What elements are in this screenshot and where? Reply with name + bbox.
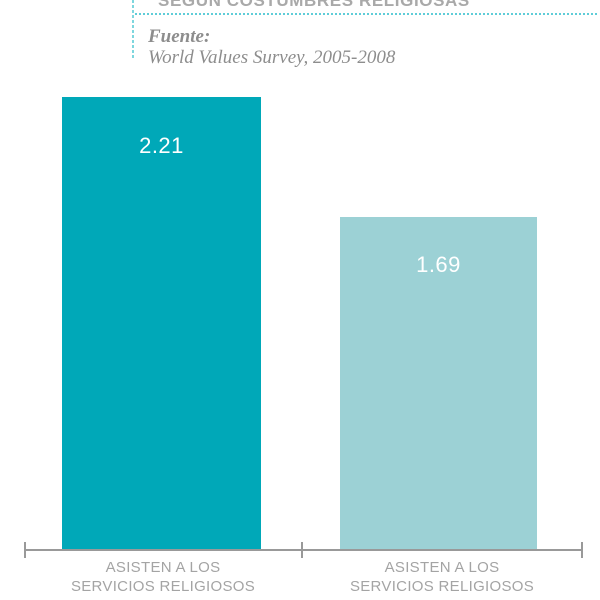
category-label-line2: SERVICIOS RELIGIOSOS	[70, 578, 256, 595]
x-axis-tick-middle	[301, 542, 303, 558]
bar-asisten-dark: 2.21	[62, 97, 261, 550]
source-block: Fuente: World Values Survey, 2005-2008	[148, 26, 395, 68]
source-label: Fuente:	[148, 26, 211, 47]
chart-title-clipped: SEGÚN COSTUMBRES RELIGIOSAS	[158, 0, 470, 10]
category-label-left: ASISTEN A LOS SERVICIOS RELIGIOSOS	[23, 558, 303, 596]
x-axis-tick-left	[24, 542, 26, 558]
horizontal-dotted-rule	[135, 13, 597, 15]
category-label-right: ASISTEN A LOS SERVICIOS RELIGIOSOS	[302, 558, 582, 596]
bar-asisten-light: 1.69	[340, 217, 537, 550]
x-axis-line	[25, 549, 582, 551]
category-label-line1: ASISTEN A LOS	[105, 559, 221, 576]
category-label-line1: ASISTEN A LOS	[384, 559, 500, 576]
category-label-line2: SERVICIOS RELIGIOSOS	[349, 578, 535, 595]
source-text: World Values Survey, 2005-2008	[148, 47, 396, 68]
bar-value-label: 2.21	[139, 133, 184, 158]
vertical-dotted-rule	[132, 0, 134, 59]
bar-value-label: 1.69	[416, 252, 461, 277]
x-axis-tick-right	[581, 542, 583, 558]
